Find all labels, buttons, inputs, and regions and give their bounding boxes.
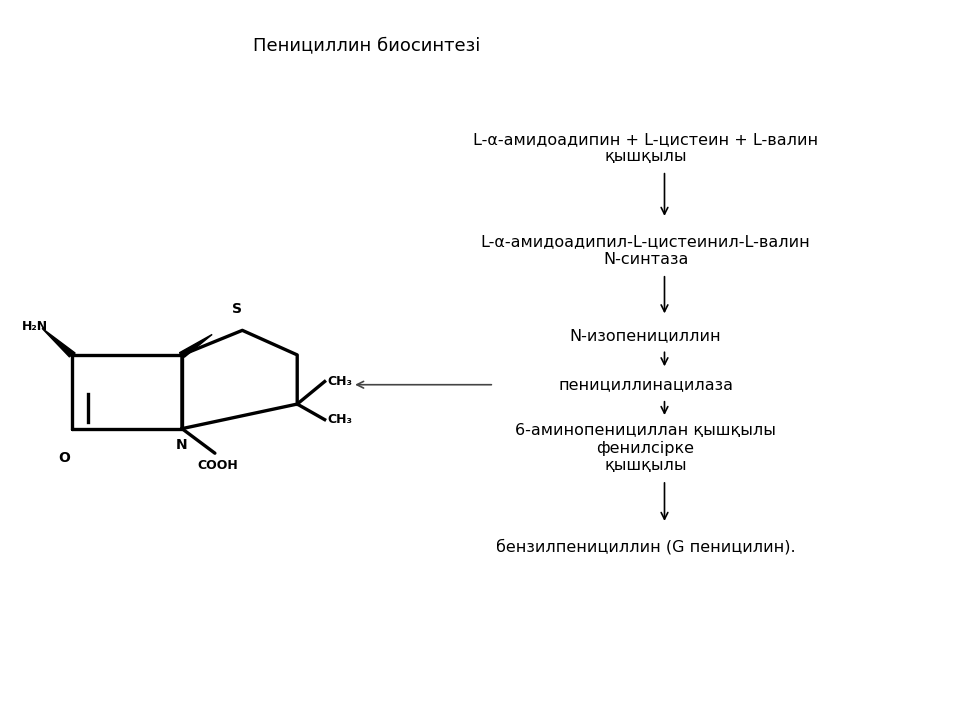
Text: 6-аминопенициллан қышқылы
фенилсірке
қышқылы: 6-аминопенициллан қышқылы фенилсірке қыш…	[516, 423, 776, 473]
Polygon shape	[180, 334, 212, 357]
Text: COOH: COOH	[197, 459, 238, 472]
Text: N: N	[177, 438, 188, 451]
Polygon shape	[42, 328, 75, 357]
Text: H₂N: H₂N	[21, 320, 48, 333]
Text: N-изопенициллин: N-изопенициллин	[569, 328, 721, 343]
Text: O: O	[58, 451, 70, 465]
Text: L-α-амидоадипин + L-цистеин + L-валин
қышқылы: L-α-амидоадипин + L-цистеин + L-валин қы…	[473, 132, 818, 164]
Text: CH₃: CH₃	[327, 413, 352, 426]
Text: Пенициллин биосинтезі: Пенициллин биосинтезі	[252, 37, 480, 55]
Text: L-α-амидоадипил-L-цистеинил-L-валин
N-синтаза: L-α-амидоадипил-L-цистеинил-L-валин N-си…	[481, 234, 810, 266]
Text: CH₃: CH₃	[327, 375, 352, 388]
Text: S: S	[232, 302, 242, 316]
Text: пенициллинацилаза: пенициллинацилаза	[558, 377, 733, 392]
Text: бензилпенициллин (G пеницилин).: бензилпенициллин (G пеницилин).	[495, 539, 796, 555]
